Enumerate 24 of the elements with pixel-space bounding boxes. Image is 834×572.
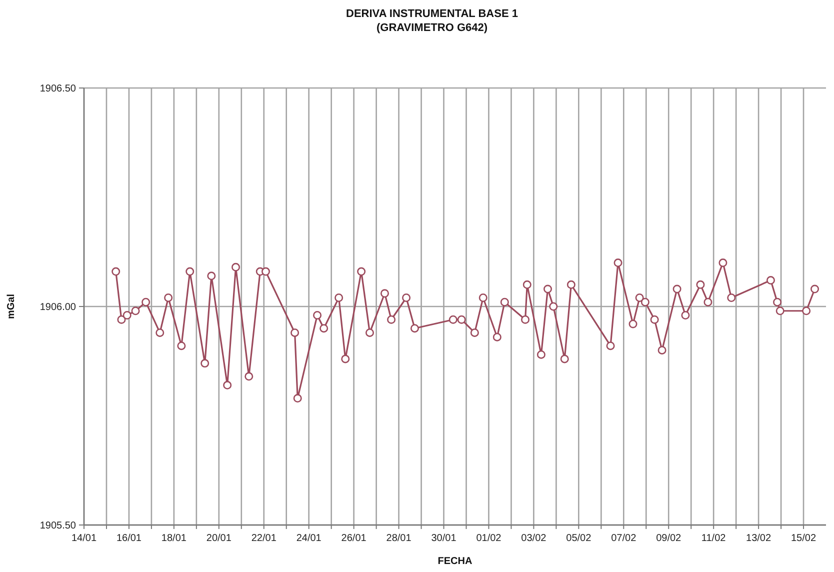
x-tick-label: 07/02 <box>611 533 637 544</box>
x-tick-label: 28/01 <box>386 533 412 544</box>
x-tick-label: 14/01 <box>71 533 97 544</box>
x-tick-label: 24/01 <box>296 533 322 544</box>
x-tick-label: 16/01 <box>116 533 142 544</box>
x-tick-label: 05/02 <box>566 533 592 544</box>
x-tick-label: 03/02 <box>521 533 547 544</box>
x-tick-label: 11/02 <box>701 533 726 544</box>
chart-subtitle: (GRAVIMETRO G642) <box>376 22 488 34</box>
x-tick-label: 13/02 <box>746 533 772 544</box>
x-axis-title: FECHA <box>438 556 472 567</box>
x-tick-label: 30/01 <box>431 533 457 544</box>
y-axis-title: mGal <box>6 294 17 320</box>
y-tick-label: 1906.00 <box>40 302 76 313</box>
x-tick-label: 01/02 <box>476 533 502 544</box>
x-tick-label: 09/02 <box>656 533 682 544</box>
y-tick-label: 1905.50 <box>40 520 76 532</box>
x-tick-label: 26/01 <box>341 533 367 544</box>
x-tick-label: 15/02 <box>791 533 816 544</box>
chart-title: DERIVA INSTRUMENTAL BASE 1 <box>346 8 518 20</box>
x-tick-label: 22/01 <box>251 533 277 544</box>
y-tick-label: 1906.50 <box>40 84 76 94</box>
x-tick-label: 18/01 <box>161 533 187 544</box>
x-tick-label: 20/01 <box>206 533 232 544</box>
